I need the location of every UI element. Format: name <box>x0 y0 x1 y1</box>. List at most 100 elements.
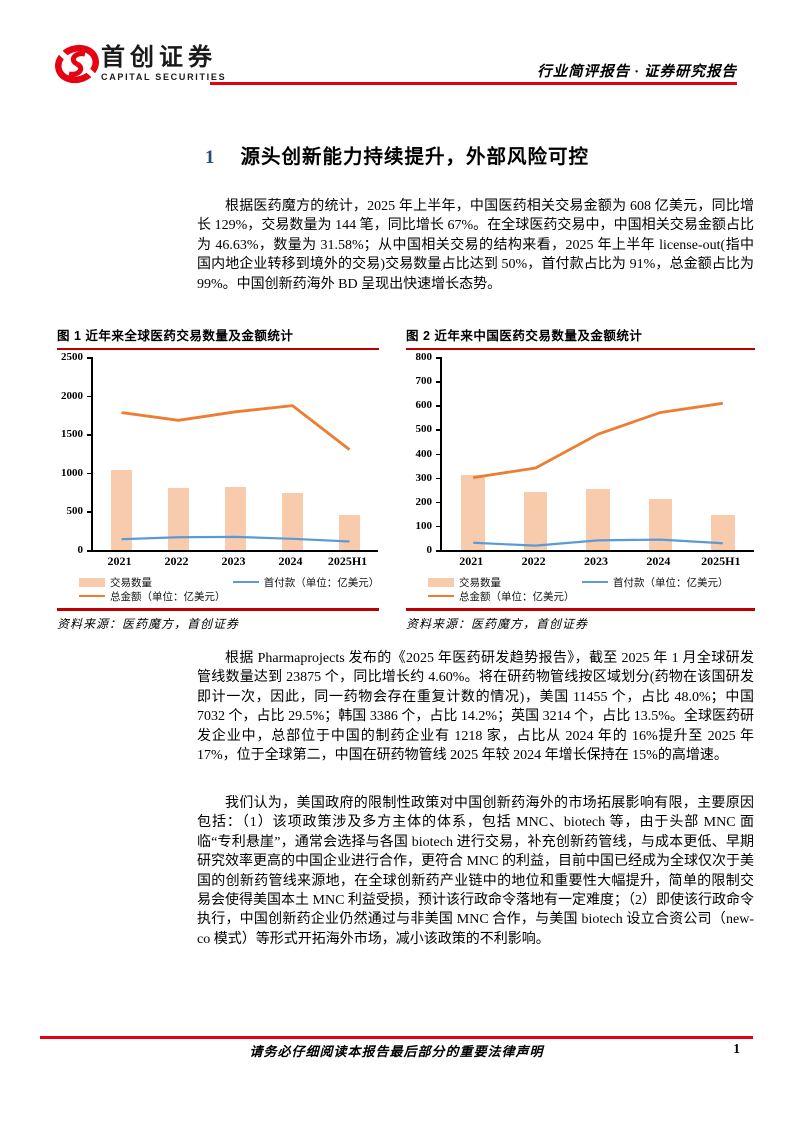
report-type-label: 行业简评报告 · 证券研究报告 <box>537 64 737 80</box>
figure-caption: 图 2 近年来中国医药交易数量及金额统计 <box>406 325 755 350</box>
paragraph-pipeline-report: 根据 Pharmaprojects 发布的《2025 年医药研发趋势报告》，截至… <box>197 651 754 764</box>
legend-item-total: 总金额（单位：亿美元） <box>79 589 233 603</box>
y-axis-tick <box>436 477 440 480</box>
bar-swatch-icon <box>79 577 105 587</box>
x-axis-tick-label: 2025H1 <box>327 554 368 568</box>
y-axis-tick <box>436 429 440 431</box>
plot-area <box>91 357 378 552</box>
bar-swatch-icon <box>428 577 454 587</box>
chart-legend: 交易数量 首付款（单位：亿美元） 总金额（单位：亿美元） <box>79 575 379 603</box>
y-axis-tick <box>436 453 440 455</box>
legend-item-deal-count: 交易数量 <box>428 575 582 589</box>
figure-china-deals: 图 2 近年来中国医药交易数量及金额统计 0 100 200 300 400 500 600… <box>406 325 755 632</box>
legend-label: 首付款（单位：亿美元） <box>613 576 729 589</box>
legend-label: 总金额（单位：亿美元） <box>459 590 575 603</box>
figures-row: 图 1 近年来全球医药交易数量及金额统计 0 500 1000 1500 2000 250… <box>57 325 755 632</box>
legend-row: 交易数量 首付款（单位：亿美元） <box>79 575 379 589</box>
footer-disclaimer: 请务必仔细阅读本报告最后部分的重要法律声明 <box>249 1044 544 1059</box>
x-axis-tick-label: 2024 <box>646 554 671 568</box>
y-axis-tick-label: 2000 <box>61 389 83 402</box>
chart-china-deals: 0 100 200 300 400 500 600 700 800 2021 2022 2023 202… <box>406 351 755 572</box>
orange-line-swatch-icon <box>79 594 105 598</box>
paragraph-deal-statistics: 根据医药魔方的统计，2025 年上半年，中国医药相关交易金额为 608 亿美元，… <box>197 199 754 292</box>
x-axis-tick-label: 2023 <box>584 554 608 568</box>
y-axis-tick-label: 500 <box>415 423 433 436</box>
paragraph-policy-view: 我们认为，美国政府的限制性政策对中国创新药海外的市场拓展影响有限，主要原因包括：… <box>197 796 754 947</box>
y-axis-tick-label: 400 <box>415 447 433 460</box>
brand-name-en: CAPITAL SECURITIES <box>101 72 227 82</box>
header-divider <box>210 82 737 85</box>
x-axis-tick-label: 2023 <box>221 554 246 568</box>
source-divider <box>57 608 379 611</box>
blue-line-swatch-icon <box>582 580 608 584</box>
y-axis-tick-label: 1000 <box>61 466 83 479</box>
bar-2025H1 <box>710 515 735 550</box>
x-axis-tick-label: 2022 <box>521 554 546 568</box>
page-number: 1 <box>733 1041 740 1056</box>
y-axis-tick <box>436 525 440 528</box>
section-heading: 1 源头创新能力持续提升，外部风险可控 <box>205 140 589 169</box>
line-series <box>472 401 724 480</box>
legend-label: 总金额（单位：亿美元） <box>110 590 226 603</box>
figure-caption: 图 1 近年来全球医药交易数量及金额统计 <box>57 325 379 350</box>
y-axis-tick-label: 500 <box>66 505 84 518</box>
x-axis-tick-label: 2021 <box>107 554 132 568</box>
plot-area <box>440 357 754 552</box>
blue-line-swatch-icon <box>232 580 259 584</box>
line-series <box>473 538 723 547</box>
legend-item-total: 总金额（单位：亿美元） <box>428 589 582 603</box>
footer-divider <box>40 1036 753 1039</box>
legend-label: 交易数量 <box>459 576 501 589</box>
y-axis-tick <box>436 381 440 383</box>
y-axis-tick-label: 0 <box>77 544 84 556</box>
brand-name-cn: 首创证券 <box>101 44 217 71</box>
legend-row: 交易数量 首付款（单位：亿美元） <box>428 575 755 589</box>
y-axis-tick-label: 0 <box>426 544 433 556</box>
bar-2021 <box>461 475 486 550</box>
brand-text-block: 首创证券 CAPITAL SECURITIES <box>101 44 226 82</box>
x-axis-tick-label: 2025H1 <box>701 554 741 568</box>
y-axis-tick <box>87 434 91 436</box>
legend-row: 总金额（单位：亿美元） <box>428 589 755 603</box>
bar-2023 <box>586 489 610 550</box>
chart-global-deals: 0 500 1000 1500 2000 2500 2021 2022 2023 2024 2025… <box>57 351 379 572</box>
chart-legend: 交易数量 首付款（单位：亿美元） 总金额（单位：亿美元） <box>428 575 755 603</box>
capital-securities-logo-icon <box>55 43 99 90</box>
legend-label: 交易数量 <box>110 576 152 589</box>
line-series <box>121 535 350 543</box>
y-axis-tick-label: 300 <box>415 471 433 484</box>
figure-source: 资料来源：医药魔方，首创证券 <box>406 616 589 631</box>
y-axis-tick <box>436 405 440 407</box>
legend-label: 首付款（单位：亿美元） <box>263 576 380 589</box>
bar-2021 <box>110 470 133 550</box>
bar-2022 <box>523 492 548 550</box>
y-axis-tick-label: 100 <box>415 519 433 532</box>
y-axis-tick <box>87 511 91 513</box>
x-axis-tick-label: 2021 <box>459 554 484 568</box>
section-number: 1 <box>205 147 215 168</box>
y-axis-tick-label: 2500 <box>61 351 83 363</box>
y-axis-tick-label: 800 <box>415 351 433 363</box>
figure-global-deals: 图 1 近年来全球医药交易数量及金额统计 0 500 1000 1500 2000 250… <box>57 325 379 632</box>
y-axis-tick-label: 700 <box>415 375 433 388</box>
line-series <box>121 404 351 451</box>
bar-2022 <box>167 488 190 550</box>
legend-row: 总金额（单位：亿美元） <box>79 589 379 603</box>
bar-2024 <box>648 498 673 550</box>
y-axis-tick <box>87 395 91 398</box>
x-axis-tick-label: 2022 <box>164 554 189 568</box>
bar-2024 <box>281 493 304 550</box>
y-axis-tick <box>436 550 440 552</box>
figure-source: 资料来源：医药魔方，首创证券 <box>57 616 240 631</box>
y-axis-tick <box>87 472 91 475</box>
y-axis-tick <box>436 357 440 359</box>
bar-2023 <box>224 487 247 550</box>
section-title-text: 源头创新能力持续提升，外部风险可控 <box>240 146 590 168</box>
y-axis-tick <box>87 357 91 359</box>
legend-item-upfront: 首付款（单位：亿美元） <box>582 575 729 589</box>
y-axis-tick-label: 1500 <box>61 428 83 441</box>
y-axis-tick-label: 600 <box>415 399 433 412</box>
source-divider <box>406 608 755 611</box>
y-axis-tick-label: 200 <box>415 495 433 508</box>
